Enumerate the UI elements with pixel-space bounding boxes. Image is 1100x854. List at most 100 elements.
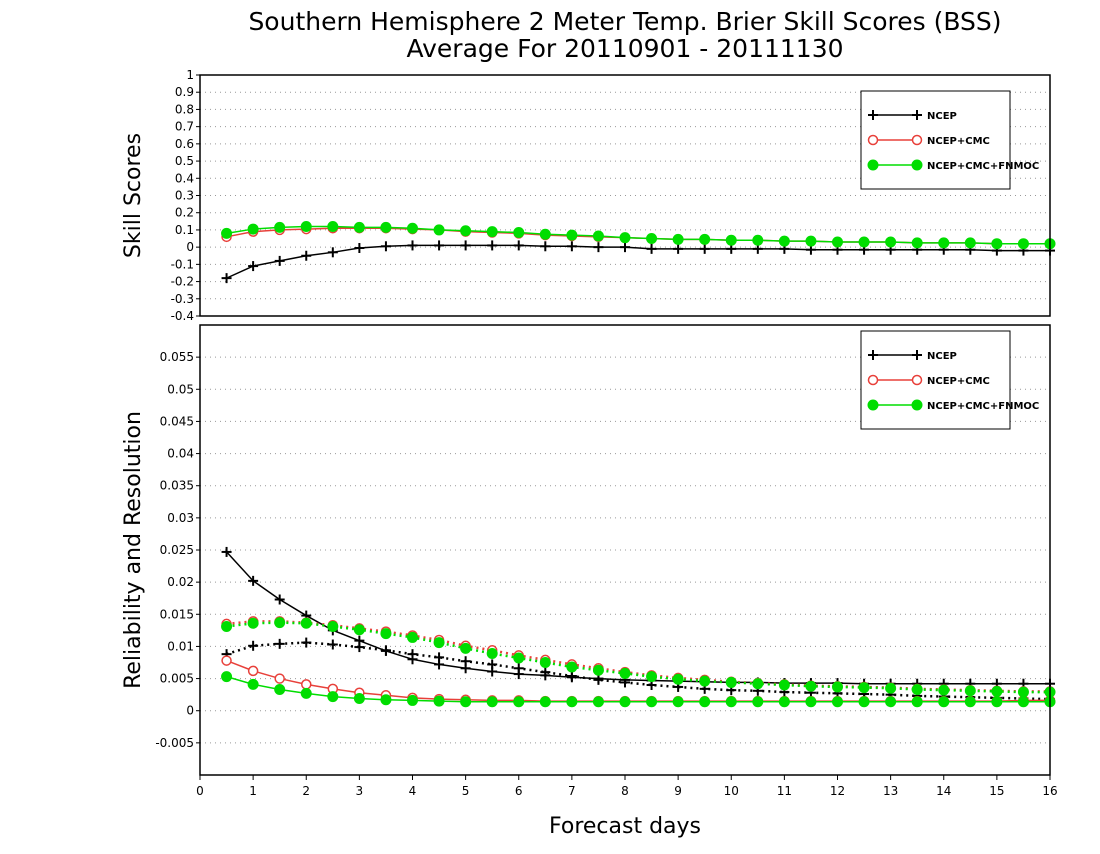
legend-label-1: NCEP+CMC	[927, 376, 990, 387]
data-point-5-5	[353, 624, 365, 636]
data-point-0-6	[380, 241, 391, 252]
xtick-label-6: 6	[515, 784, 523, 798]
data-point-5-19	[725, 676, 737, 688]
data-point-2-29	[991, 238, 1003, 250]
data-point-2-14	[592, 230, 604, 242]
data-point-5-11	[513, 652, 525, 664]
series-line-0	[226, 244, 1050, 279]
data-point-1-8	[434, 652, 445, 663]
data-point-2-1	[247, 665, 259, 677]
data-point-0-15	[620, 242, 630, 253]
y-axis-title: Skill Scores	[121, 133, 146, 258]
data-point-5-28	[964, 685, 976, 697]
data-point-5-9	[460, 642, 472, 654]
series-2	[221, 220, 1056, 250]
ytick-label-6: 0.2	[175, 206, 194, 220]
data-point-1-14	[593, 674, 604, 685]
data-point-2-27	[938, 237, 950, 249]
series-4	[221, 671, 1056, 708]
series-line-2	[226, 225, 1050, 245]
data-point-5-3	[300, 617, 312, 629]
data-point-0-14	[593, 242, 604, 253]
series-5	[221, 617, 1056, 698]
data-point-5-10	[486, 648, 498, 659]
legend-marker-start-0	[868, 110, 878, 120]
xtick-label-4: 4	[409, 784, 417, 798]
data-point-2-21	[778, 235, 790, 247]
data-point-4-16	[646, 696, 658, 708]
data-point-0-17	[673, 243, 684, 254]
legend-item-1: NCEP+CMC	[867, 134, 990, 147]
data-point-2-13	[566, 229, 578, 241]
ytick-label-14: 1	[186, 68, 194, 82]
data-point-5-0	[221, 621, 233, 632]
xtick-label-7: 7	[568, 784, 576, 798]
data-point-5-29	[991, 685, 1003, 697]
data-point-5-26	[911, 684, 923, 695]
data-point-5-22	[805, 680, 817, 692]
data-point-0-11	[513, 240, 524, 251]
data-point-2-6	[380, 221, 392, 233]
ytick-label-11: 0.05	[167, 382, 194, 396]
xtick-label-12: 12	[830, 784, 845, 798]
data-point-5-16	[646, 671, 658, 683]
data-point-2-16	[646, 233, 658, 245]
data-point-4-9	[460, 696, 472, 708]
data-point-4-7	[407, 694, 418, 706]
chart-title-line1: Southern Hemisphere 2 Meter Temp. Brier …	[248, 7, 1001, 36]
data-point-5-24	[858, 682, 870, 694]
data-point-4-10	[486, 696, 498, 708]
data-point-2-11	[513, 227, 525, 239]
ytick-label-6: 0.025	[160, 543, 194, 557]
data-point-5-15	[619, 667, 631, 679]
legend-marker-start-0	[868, 350, 878, 360]
data-point-5-12	[539, 657, 551, 668]
ytick-label-1: 0	[186, 704, 194, 718]
data-point-2-2	[274, 673, 285, 684]
xtick-label-3: 3	[356, 784, 364, 798]
reliability-resolution-panel: -0.005 0 0.005 0.01 0.015 0.02 0.025 0.03 0.035 0…	[121, 324, 1058, 839]
data-point-4-21	[778, 696, 790, 708]
data-point-5-13	[566, 661, 578, 673]
data-point-2-0	[221, 655, 232, 666]
data-point-2-23	[832, 236, 843, 248]
ytick-label-10: 0.045	[160, 414, 194, 428]
legend-marker-end-2	[911, 399, 923, 411]
data-point-2-17	[672, 233, 684, 245]
xtick-label-8: 8	[621, 784, 629, 798]
data-point-2-24	[858, 236, 870, 248]
data-point-2-12	[539, 228, 551, 240]
skill-scores-panel: -0.4 -0.3 -0.2 -0.1 0 0.1 0.2 0.3 0.4 0.5 0.6 0.7 0.…	[121, 68, 1056, 323]
ytick-label-10: 0.6	[175, 137, 194, 151]
data-point-0-10	[487, 240, 498, 251]
ytick-label-8: 0.4	[175, 171, 194, 185]
ytick-label-0: -0.005	[155, 736, 194, 750]
legend-item-2: NCEP+CMC+FNMOC	[867, 159, 1039, 172]
data-point-4-24	[858, 696, 870, 708]
data-point-5-25	[885, 682, 897, 694]
data-point-4-3	[300, 687, 312, 699]
data-point-4-18	[699, 696, 711, 708]
ytick-label-4: 0.015	[160, 607, 194, 621]
legend-marker-start-1	[867, 134, 879, 146]
data-point-4-4	[327, 691, 339, 703]
data-point-2-30	[1017, 238, 1029, 250]
data-point-4-12	[539, 696, 551, 708]
data-point-1-10	[487, 659, 498, 670]
data-point-0-16	[646, 243, 657, 254]
data-point-2-8	[433, 224, 445, 236]
xtick-label-2: 2	[302, 784, 310, 798]
data-point-4-11	[513, 696, 525, 708]
data-point-4-5	[353, 693, 365, 704]
data-point-0-1	[248, 261, 259, 272]
data-point-5-6	[380, 628, 392, 640]
legend: NCEP NCEP+CMC NCEP+CMC+FNMOC	[860, 330, 1039, 430]
legend-item-2: NCEP+CMC+FNMOC	[867, 399, 1039, 412]
data-point-5-18	[699, 675, 711, 687]
data-point-5-14	[592, 664, 604, 676]
data-point-2-7	[407, 222, 418, 234]
data-point-2-15	[619, 232, 631, 244]
ytick-label-7: 0.03	[167, 511, 194, 525]
data-point-2-3	[300, 220, 312, 232]
